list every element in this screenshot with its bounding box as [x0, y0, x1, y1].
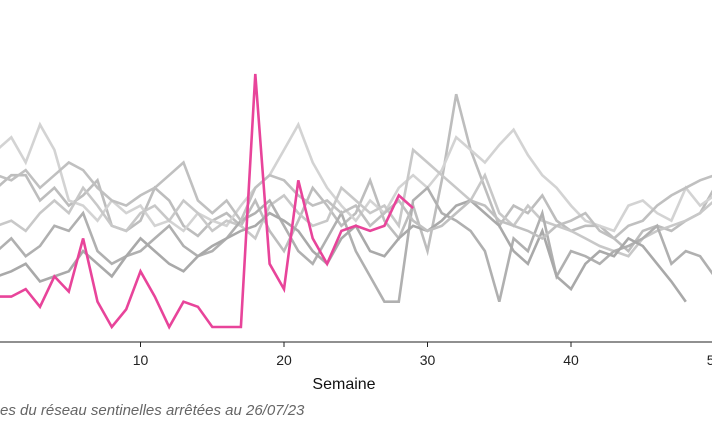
x-axis: 10 20 30 40 50 — [0, 341, 712, 368]
footnote: es du réseau sentinelles arrêtées au 26/… — [0, 402, 305, 419]
x-axis-title: Semaine — [312, 376, 375, 393]
series-line-highlight — [0, 73, 414, 330]
x-tick-label: 20 — [276, 352, 292, 368]
series-line-3 — [0, 147, 712, 258]
series-line-5 — [0, 199, 687, 303]
x-tick-label: 40 — [563, 352, 579, 368]
series-line-4 — [0, 185, 712, 304]
series-line-2 — [0, 121, 712, 233]
series-line-6 — [0, 160, 712, 240]
x-tick-label: 50 — [707, 352, 712, 368]
series-lines — [0, 73, 712, 330]
x-tick-label: 30 — [420, 352, 436, 368]
x-tick-label: 10 — [133, 352, 149, 368]
